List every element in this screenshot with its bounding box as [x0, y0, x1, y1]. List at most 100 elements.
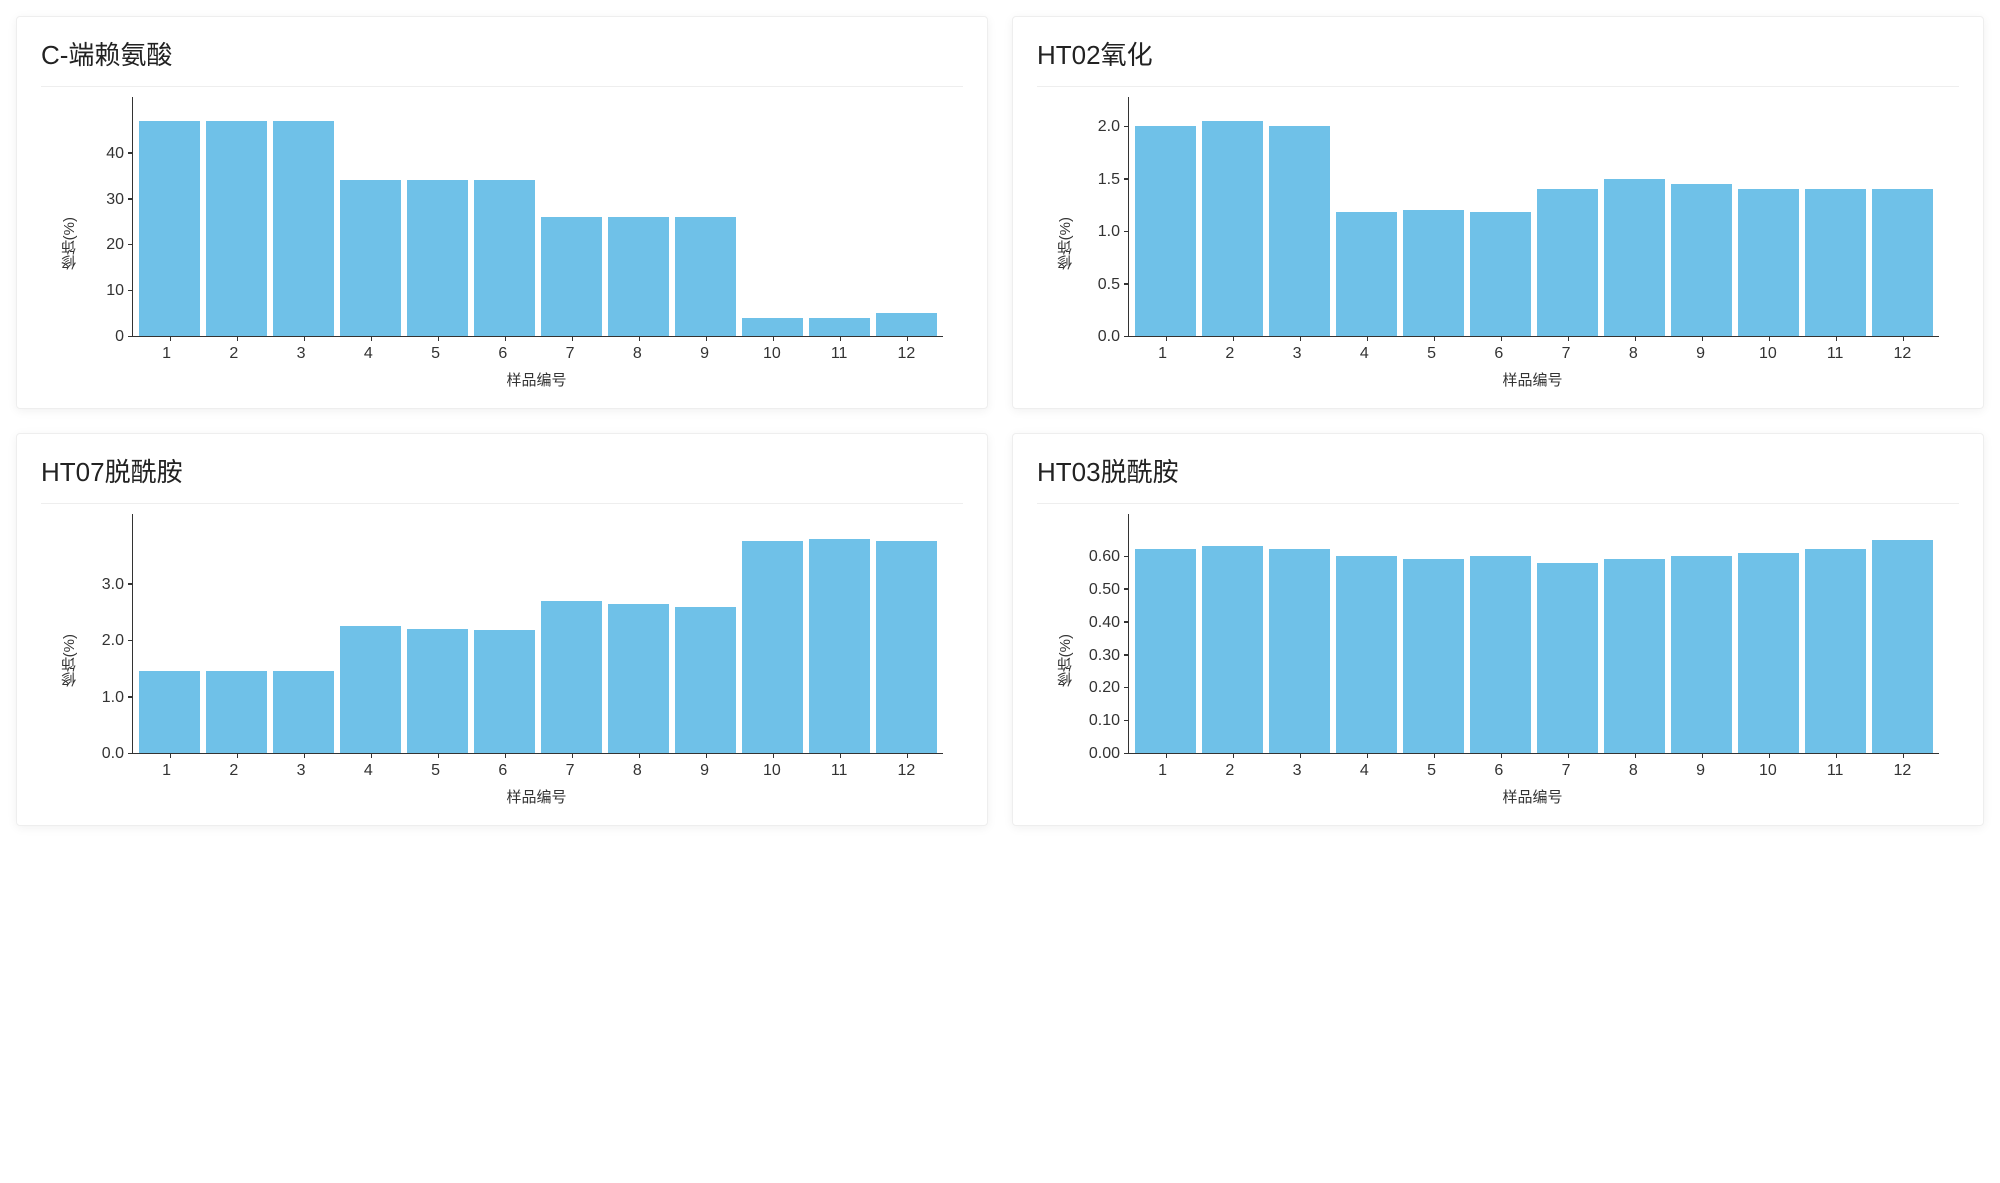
- y-axis-ticks: 403020100: [84, 117, 130, 337]
- bar: [1872, 540, 1933, 753]
- y-axis-label: 修饰(%): [1051, 634, 1080, 687]
- x-tick-label: 8: [607, 762, 668, 780]
- bar: [541, 601, 602, 753]
- bar: [675, 607, 736, 753]
- chart-body: 修饰(%) 3.02.01.00.0 123456789101112 样品编号: [41, 514, 963, 807]
- bar: [1738, 553, 1799, 753]
- bar: [1135, 126, 1196, 336]
- x-tick-label: 2: [203, 345, 264, 363]
- y-tick-label: 1.5: [1098, 172, 1120, 188]
- chart-body: 修饰(%) 2.01.51.00.50.0 123456789101112 样品…: [1037, 97, 1959, 390]
- bar: [1269, 549, 1330, 753]
- bars-container: [133, 116, 943, 336]
- bar: [675, 217, 736, 336]
- chart-title: HT07脱酰胺: [41, 452, 963, 504]
- bar: [1470, 212, 1531, 336]
- x-tick-label: 2: [1199, 762, 1260, 780]
- bar: [1872, 189, 1933, 336]
- chart-card-ht07-deam: HT07脱酰胺 修饰(%) 3.02.01.00.0 1234567891011…: [16, 433, 988, 826]
- bar: [1604, 179, 1665, 336]
- chart-body: 修饰(%) 0.600.500.400.300.200.100.00 12345…: [1037, 514, 1959, 807]
- bar: [1805, 549, 1866, 753]
- x-tick-label: 12: [1872, 345, 1933, 363]
- plot-area: [132, 514, 943, 754]
- bar: [876, 313, 937, 336]
- x-tick-label: 12: [876, 345, 937, 363]
- y-tick-label: 0.5: [1098, 277, 1120, 293]
- y-tick-label: 0.50: [1089, 582, 1120, 598]
- y-tick-label: 40: [106, 146, 124, 162]
- chart-card-c-lys: C-端赖氨酸 修饰(%) 403020100 123456789101112 样…: [16, 16, 988, 409]
- bar: [1537, 563, 1598, 753]
- x-tick-label: 11: [1805, 345, 1866, 363]
- x-tick-label: 1: [1132, 345, 1193, 363]
- bar: [608, 604, 669, 753]
- bar: [407, 629, 468, 753]
- x-tick-label: 3: [271, 345, 332, 363]
- x-tick-marks: [1129, 753, 1939, 758]
- bars-container: [1129, 533, 1939, 753]
- y-tick-label: 0.30: [1089, 648, 1120, 664]
- y-axis-ticks: 2.01.51.00.50.0: [1080, 117, 1126, 337]
- x-axis-label: 样品编号: [1126, 369, 1939, 390]
- x-tick-label: 5: [1401, 345, 1462, 363]
- bar: [1202, 546, 1263, 753]
- y-tick-label: 0.0: [102, 746, 124, 762]
- y-tick-label: 0.0: [1098, 329, 1120, 345]
- chart-title: HT03脱酰胺: [1037, 452, 1959, 504]
- bar: [474, 630, 535, 753]
- x-tick-label: 6: [1468, 345, 1529, 363]
- bar: [1269, 126, 1330, 336]
- x-tick-label: 4: [1334, 762, 1395, 780]
- x-tick-label: 7: [540, 345, 601, 363]
- y-tick-label: 0.60: [1089, 549, 1120, 565]
- plot-area: [132, 97, 943, 337]
- bar: [273, 671, 334, 753]
- bar: [139, 121, 200, 336]
- x-tick-label: 10: [741, 345, 802, 363]
- bar: [1135, 549, 1196, 753]
- y-axis-ticks: 3.02.01.00.0: [84, 534, 130, 754]
- y-tick-label: 2.0: [102, 633, 124, 649]
- y-axis-label: 修饰(%): [55, 217, 84, 270]
- bar: [1470, 556, 1531, 753]
- bar: [1671, 556, 1732, 753]
- y-tick-label: 20: [106, 237, 124, 253]
- x-tick-label: 3: [271, 762, 332, 780]
- x-tick-label: 11: [809, 762, 870, 780]
- bar: [608, 217, 669, 336]
- x-tick-label: 9: [674, 345, 735, 363]
- x-tick-label: 10: [1737, 762, 1798, 780]
- bar: [340, 626, 401, 753]
- x-tick-label: 9: [1670, 762, 1731, 780]
- bar: [541, 217, 602, 336]
- x-tick-marks: [1129, 336, 1939, 341]
- bar: [474, 180, 535, 336]
- x-tick-label: 7: [1536, 345, 1597, 363]
- x-tick-label: 9: [674, 762, 735, 780]
- x-tick-label: 11: [809, 345, 870, 363]
- x-tick-label: 8: [1603, 762, 1664, 780]
- y-tick-label: 30: [106, 192, 124, 208]
- y-tick-label: 0.20: [1089, 680, 1120, 696]
- x-tick-label: 3: [1267, 345, 1328, 363]
- x-tick-label: 1: [136, 345, 197, 363]
- x-tick-label: 6: [472, 762, 533, 780]
- x-tick-label: 7: [1536, 762, 1597, 780]
- x-tick-marks: [133, 336, 943, 341]
- y-tick-label: 0.40: [1089, 615, 1120, 631]
- y-axis-label: 修饰(%): [55, 634, 84, 687]
- bar: [1403, 210, 1464, 336]
- x-tick-label: 10: [1737, 345, 1798, 363]
- bar: [1336, 556, 1397, 753]
- x-tick-label: 1: [136, 762, 197, 780]
- x-tick-label: 4: [338, 762, 399, 780]
- bar: [340, 180, 401, 336]
- x-tick-label: 9: [1670, 345, 1731, 363]
- bars-container: [133, 533, 943, 753]
- x-tick-label: 11: [1805, 762, 1866, 780]
- y-tick-label: 0.10: [1089, 713, 1120, 729]
- bar: [407, 180, 468, 336]
- plot-area: [1128, 514, 1939, 754]
- bar: [1738, 189, 1799, 336]
